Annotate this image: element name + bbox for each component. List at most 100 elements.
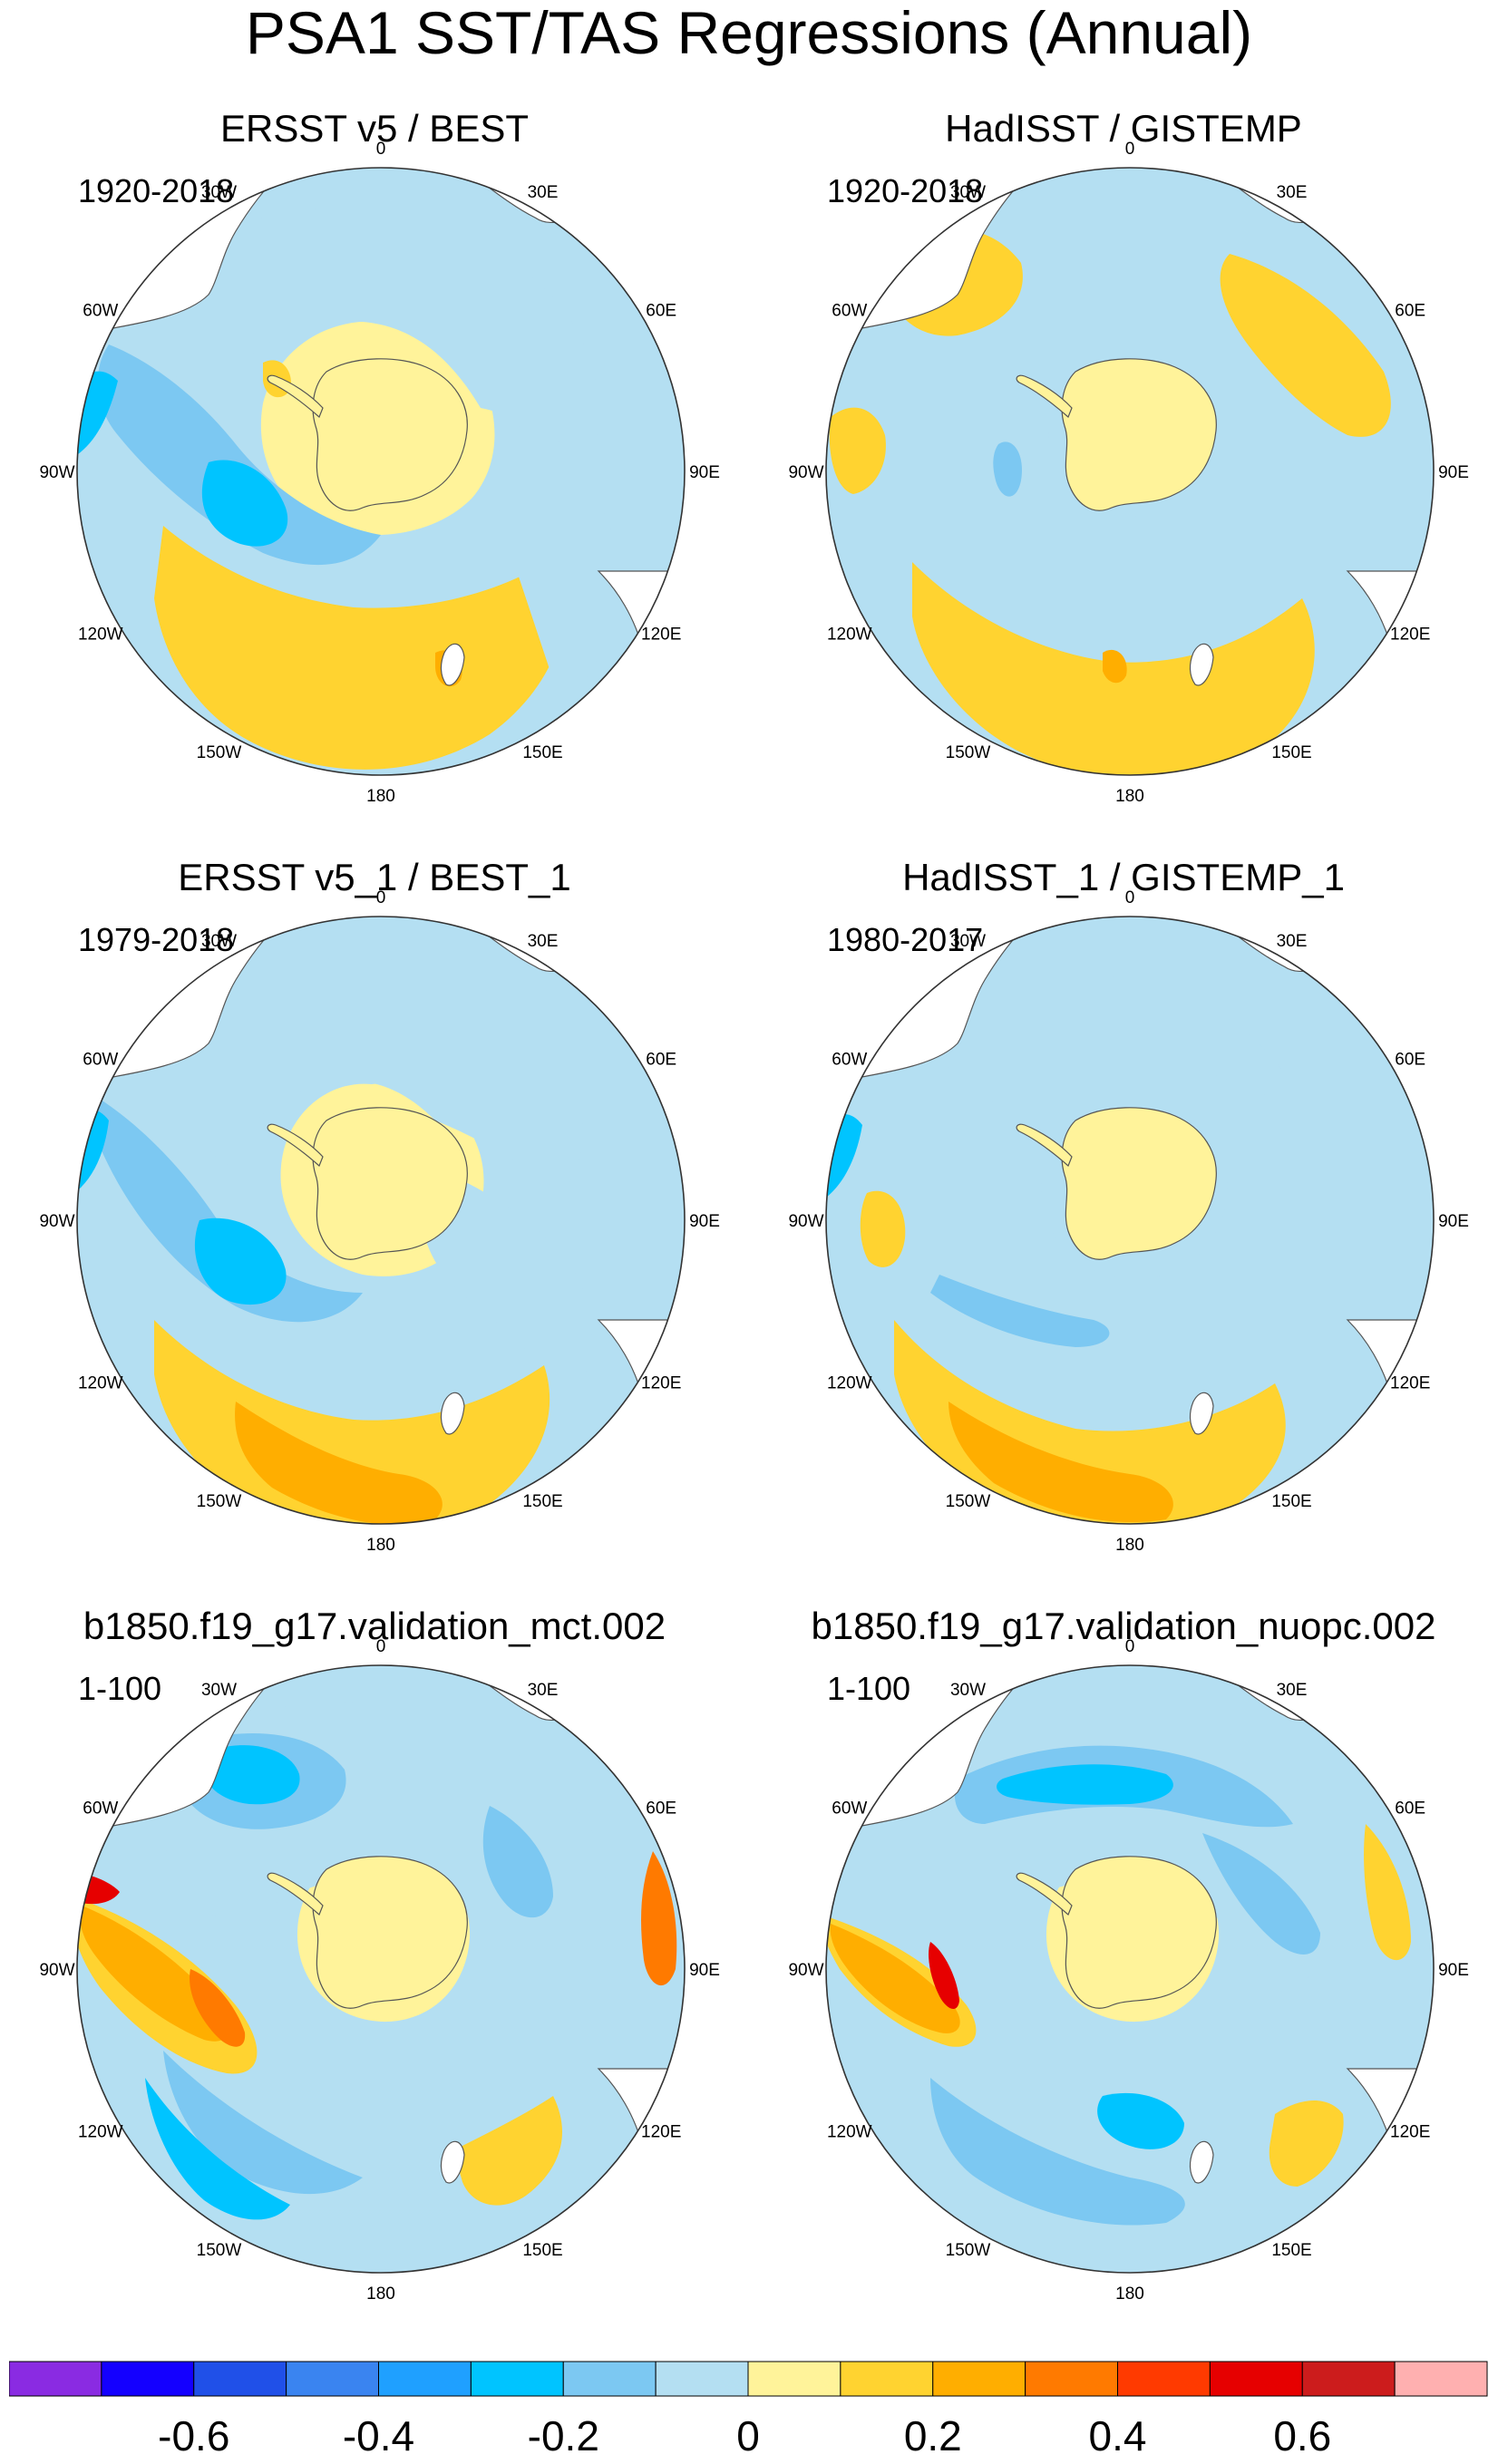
period-label: 1979-2018 [78, 921, 235, 958]
polar-map: 0 30E 60E 90E 120E 150E 180 150W 120W 90W 60W 30W [788, 888, 1468, 1555]
map-boundary [76, 167, 686, 776]
contour-region [154, 526, 569, 770]
longitude-label: 120E [641, 626, 681, 645]
longitude-label: 90E [689, 1961, 720, 1980]
map-panel: b1850.f19_g17.validation_nuopc.002 0 30E 60… [749, 1498, 1498, 2304]
contour-region [830, 1924, 960, 2033]
longitude-label: 180 [1115, 787, 1144, 806]
contour-region [997, 1764, 1173, 1805]
new-zealand-land [1189, 1392, 1214, 1435]
colorbar-swatch [286, 2361, 380, 2397]
map-panel: HadISST / GISTEMP 0 30E 60E 90E 120E 150E 180 15… [749, 0, 1498, 806]
contour-region [482, 1806, 553, 1918]
antarctica-coastline [1061, 1107, 1217, 1260]
longitude-label: 30W [950, 1681, 986, 1700]
map-boundary [825, 916, 1435, 1525]
new-zealand-land [1189, 2140, 1214, 2184]
longitude-label: 60E [646, 1799, 676, 1819]
colorbar-tick-label: -0.6 [158, 2412, 229, 2459]
longitude-label: 150E [1271, 2241, 1311, 2260]
colorbar-swatch [840, 2361, 934, 2397]
longitude-label: 150E [1271, 1492, 1311, 1511]
contour-region [145, 2078, 290, 2220]
colorbar-swatch [193, 2361, 287, 2397]
colorbar-swatch [1117, 2361, 1211, 2397]
longitude-label: 120E [1390, 1374, 1430, 1393]
longitude-label: 60E [646, 302, 676, 321]
map-boundary [825, 167, 1435, 776]
period-label: 1920-2018 [827, 172, 984, 209]
longitude-label: 30E [1277, 1681, 1308, 1700]
longitude-label: 150E [522, 1492, 562, 1511]
polar-map: 0 30E 60E 90E 120E 150E 180 150W 120W 90W 60W 30W [788, 140, 1468, 806]
longitude-label: 0 [376, 140, 386, 159]
colorbar-tick-label: 0.2 [904, 2412, 962, 2459]
colorbar-swatch [1394, 2361, 1488, 2397]
contour-region [80, 1906, 229, 2042]
contour-region [77, 1872, 120, 1905]
antarctica-coastline [1061, 1856, 1217, 2009]
longitude-label: 0 [1125, 140, 1135, 159]
polar-map: 0 30E 60E 90E 120E 150E 180 150W 120W 90W 60W 30W [39, 888, 719, 1555]
contour-region [826, 1114, 862, 1202]
longitude-label: 30E [528, 932, 559, 951]
contour-region [164, 209, 598, 462]
peninsula-coastline [267, 1872, 324, 1916]
longitude-label: 30E [528, 1681, 559, 1700]
contour-region [1269, 2100, 1344, 2187]
longitude-label: 120W [827, 626, 872, 645]
longitude-label: 150E [522, 743, 562, 762]
longitude-label: 180 [366, 1536, 395, 1555]
contour-region [97, 344, 381, 566]
colorbar-tick-label: 0.6 [1273, 2412, 1331, 2459]
panel-title: b1850.f19_g17.validation_nuopc.002 [811, 1605, 1436, 1647]
longitude-label: 60E [1395, 302, 1425, 321]
contour-region [154, 1320, 550, 1524]
contour-region [1202, 1833, 1320, 1955]
longitude-label: 30W [950, 932, 986, 951]
colorbar-tick-label: -0.2 [528, 2412, 599, 2459]
contour-region [194, 1217, 287, 1305]
period-label: 1920-2018 [78, 172, 235, 209]
map-boundary [825, 1664, 1435, 2274]
longitude-label: 90E [1438, 463, 1469, 482]
longitude-label: 0 [376, 888, 386, 907]
longitude-label: 120W [78, 626, 123, 645]
new-zealand-land [440, 1392, 465, 1435]
colorbar-swatch [1209, 2361, 1303, 2397]
longitude-label: 120W [78, 1374, 123, 1393]
period-label: 1-100 [827, 1670, 911, 1707]
contour-region [1097, 2092, 1184, 2149]
longitude-label: 60E [646, 1051, 676, 1070]
longitude-label: 120W [78, 2123, 123, 2142]
longitude-label: 30W [201, 932, 237, 951]
longitude-label: 150W [946, 1492, 991, 1511]
period-label: 1-100 [78, 1670, 162, 1707]
peninsula-coastline [267, 1123, 324, 1168]
contour-region [204, 1745, 300, 1805]
colorbar-swatch [378, 2361, 472, 2397]
antarctica-coastline [312, 1856, 468, 2009]
contour-region [829, 407, 886, 494]
contour-region [860, 1190, 906, 1267]
longitude-label: 90W [39, 1212, 74, 1231]
peninsula-coastline [267, 374, 324, 419]
longitude-label: 30E [1277, 932, 1308, 951]
longitude-label: 60E [1395, 1051, 1425, 1070]
colorbar-swatch [1301, 2361, 1396, 2397]
period-label: 1980-2017 [827, 921, 984, 958]
longitude-label: 30W [201, 183, 237, 202]
peninsula-coastline [1016, 1872, 1073, 1916]
longitude-label: 30W [201, 1681, 237, 1700]
longitude-label: 150W [946, 743, 991, 762]
contour-region [1103, 649, 1127, 684]
longitude-label: 30W [950, 183, 986, 202]
longitude-label: 120E [1390, 2123, 1430, 2142]
new-zealand-land [440, 2140, 465, 2184]
contour-region [235, 1402, 443, 1524]
longitude-label: 180 [366, 787, 395, 806]
longitude-label: 0 [1125, 1637, 1135, 1656]
longitude-label: 180 [366, 2285, 395, 2304]
longitude-label: 180 [1115, 2285, 1144, 2304]
map-panel: ERSST v5 / BEST 0 30E 60E 90E 120E 150E 180 150W… [0, 0, 749, 806]
